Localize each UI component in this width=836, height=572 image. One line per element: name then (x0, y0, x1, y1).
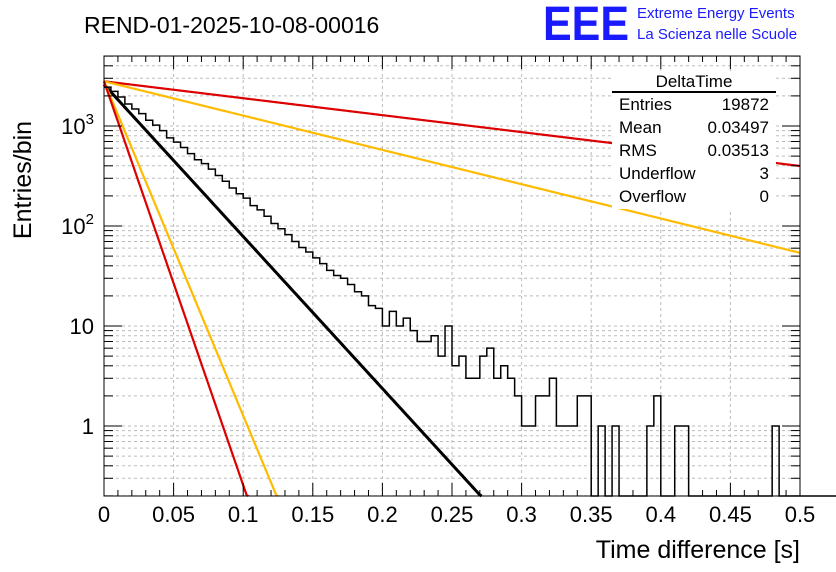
x-tick-label: 0.3 (506, 502, 537, 527)
stats-box-title: DeltaTime (656, 72, 733, 91)
x-axis-label: Time difference [s] (596, 536, 800, 564)
x-tick-label: 0.15 (291, 502, 334, 527)
x-tick-label: 0.4 (646, 502, 677, 527)
fit-curve-fit (102, 83, 483, 498)
fit-curve-lower-orange (102, 80, 279, 497)
stats-rows: Entries 19872 Mean 0.03497 RMS 0.03513 Underfl… (619, 95, 769, 206)
stats-box: DeltaTime Entries 19872 Mean 0.03497 RMS 0.03… (612, 72, 776, 209)
eee-logo-mark: EEE (543, 0, 629, 51)
y-axis-label: Entries/bin (9, 121, 37, 239)
stats-row-value: 0.03497 (708, 118, 769, 137)
eee-logo-line2: La Scienza nelle Scuole (637, 26, 797, 43)
stats-row-label: RMS (619, 141, 657, 160)
stats-row-value: 19872 (722, 95, 769, 114)
stats-row-value: 3 (760, 164, 769, 183)
histogram-line (104, 86, 836, 497)
y-tick-labels: 1 10 102 103 (61, 111, 94, 439)
stats-row-label: Overflow (619, 187, 687, 206)
x-tick-label: 0.1 (228, 502, 259, 527)
x-tick-label: 0 (98, 502, 110, 527)
y-tick-label: 103 (61, 111, 94, 139)
x-tick-label: 0.25 (431, 502, 474, 527)
chart-title: REND-01-2025-10-08-00016 (84, 12, 379, 38)
stats-box-bg (612, 72, 776, 209)
x-tick-label: 0.05 (152, 502, 195, 527)
histogram (104, 86, 836, 497)
eee-logo-line1: Extreme Energy Events (637, 5, 795, 22)
axis-ticks (103, 55, 801, 497)
stats-row-value: 0.03513 (708, 141, 769, 160)
x-tick-labels: 0 0.05 0.1 0.15 0.2 0.25 0.3 0.35 0.4 0.45 0.5 (98, 502, 815, 527)
x-tick-label: 0.35 (570, 502, 613, 527)
x-tick-label: 0.45 (709, 502, 752, 527)
eee-logo: EEE Extreme Energy Events La Scienza nel… (543, 0, 797, 51)
x-tick-label: 0.5 (785, 502, 816, 527)
fit-curve-lower-red (102, 80, 249, 498)
stats-row-label: Entries (619, 95, 672, 114)
y-tick-label: 102 (61, 211, 94, 239)
y-tick-label: 10 (70, 314, 94, 339)
x-tick-label: 0.2 (367, 502, 398, 527)
y-tick-label: 1 (82, 414, 94, 439)
fit-curve-upper-orange (103, 80, 801, 254)
stats-row-label: Underflow (619, 164, 696, 183)
stats-row-label: Mean (619, 118, 662, 137)
stats-row-value: 0 (760, 187, 769, 206)
